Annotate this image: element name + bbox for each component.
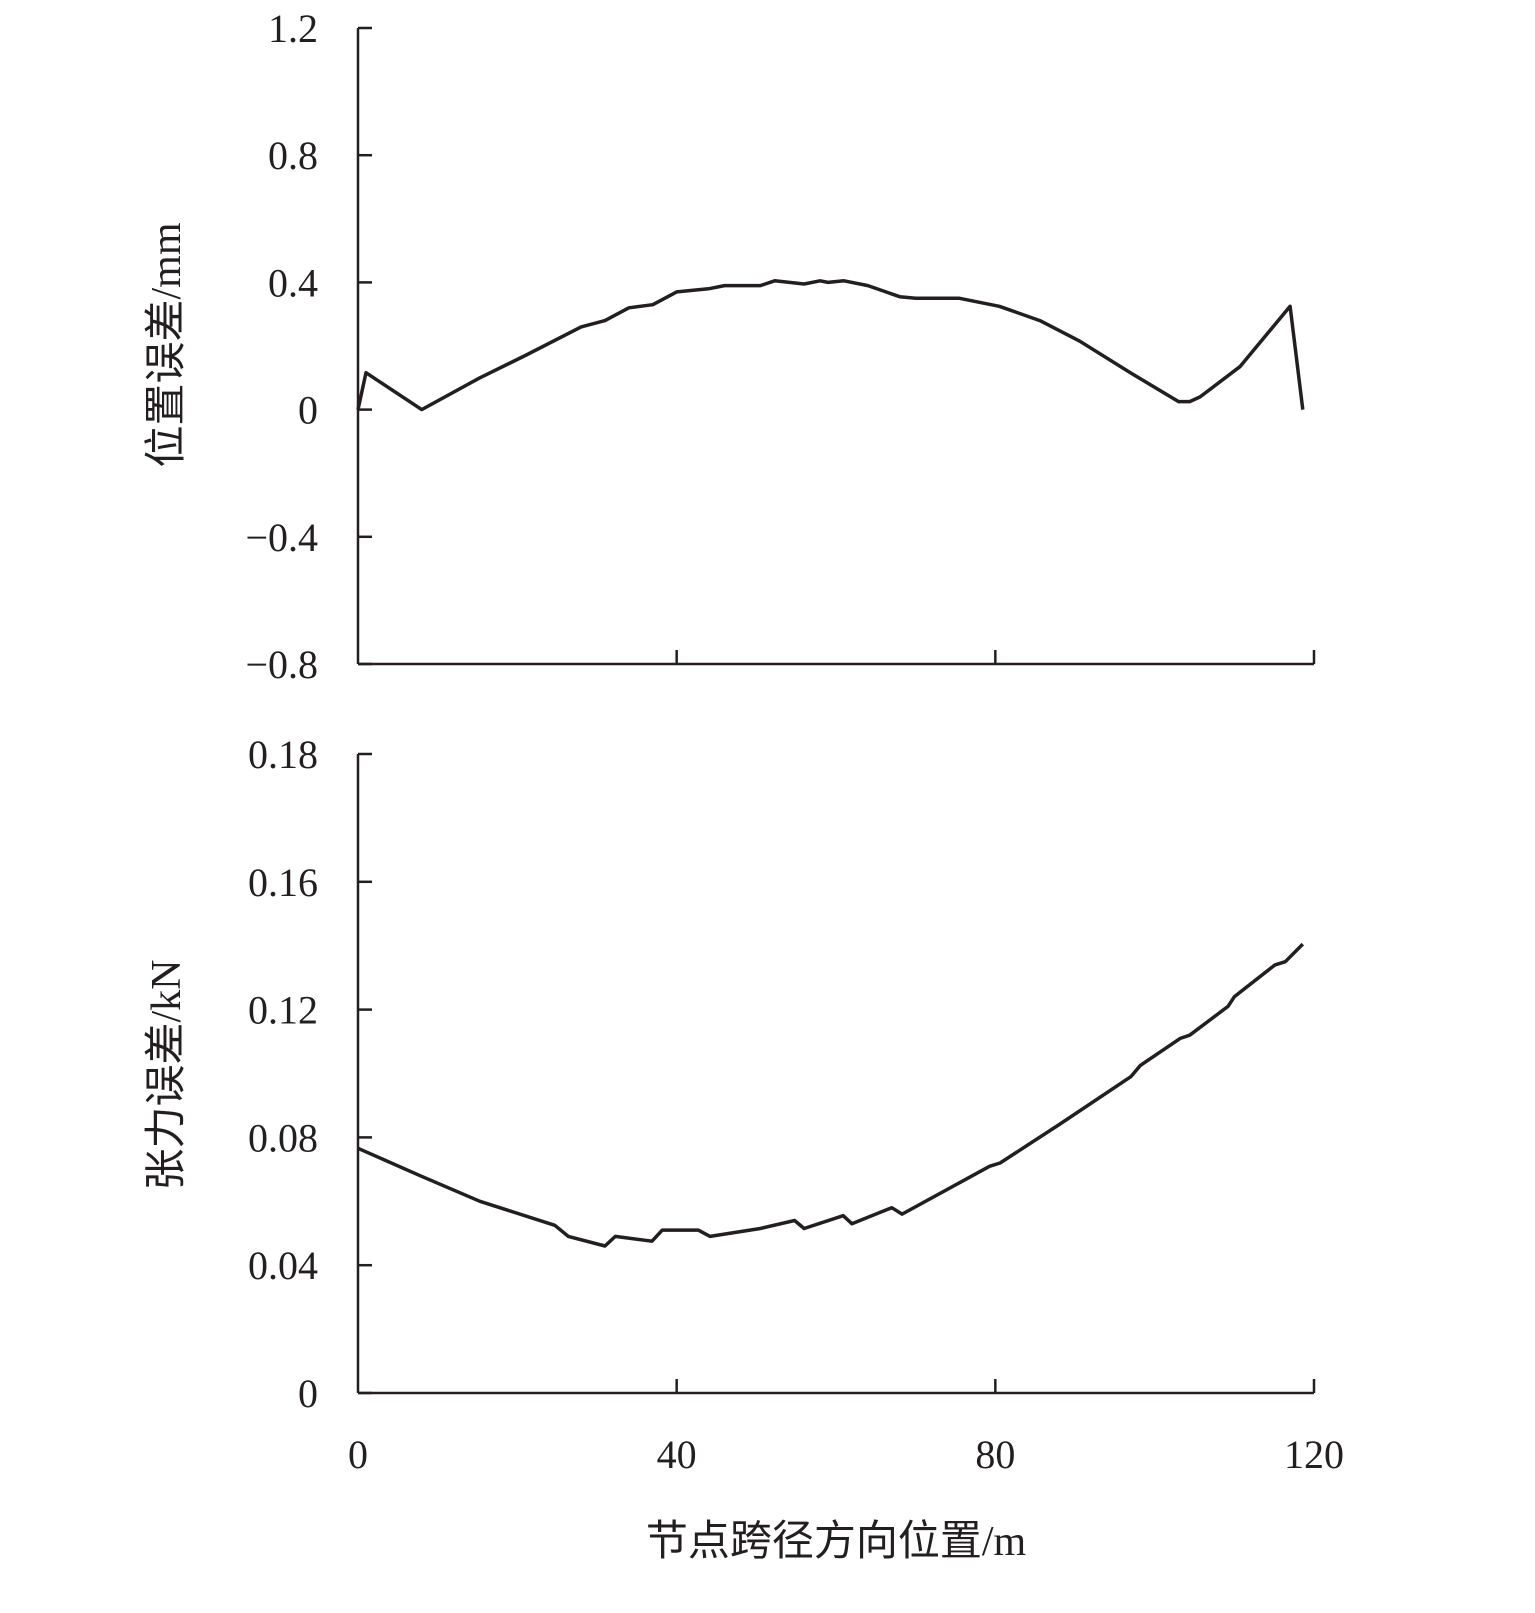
- y-tick-label: 0.08: [248, 1115, 318, 1160]
- y-tick-label: −0.8: [245, 642, 318, 687]
- y-tick-label: −0.4: [245, 515, 318, 560]
- x-tick-label: 0: [348, 1432, 368, 1477]
- y-axis-title-tension-error: 张力误差/kN: [144, 959, 190, 1190]
- y-tick-label: 0.04: [248, 1243, 318, 1288]
- y-tick-label: 0.4: [268, 260, 318, 305]
- y-tick-label: 0: [298, 1371, 318, 1416]
- series-line: [357, 942, 1305, 1248]
- x-tick-label: 80: [975, 1432, 1015, 1477]
- x-axis-title: 节点跨径方向位置/m: [646, 1518, 1027, 1565]
- tension-error-panel: 0 0.04 0.08 0.12 0.16 0.18 0 40 80 120: [248, 732, 1344, 1477]
- x-tick-label: 40: [657, 1432, 697, 1477]
- series-line: [356, 279, 1305, 412]
- y-tick-label: 0.18: [248, 732, 318, 777]
- y-tick-label: 0: [298, 388, 318, 433]
- x-tick-label: 120: [1284, 1432, 1344, 1477]
- position-error-panel: −0.8 −0.4 0 0.4 0.8 1.2: [245, 6, 1316, 687]
- y-axis-title-position-error: 位置误差/mm: [143, 222, 190, 467]
- y-tick-label: 0.16: [248, 860, 318, 905]
- y-tick-label: 0.8: [268, 133, 318, 178]
- y-tick-label: 1.2: [268, 6, 318, 51]
- y-tick-label: 0.12: [248, 988, 318, 1033]
